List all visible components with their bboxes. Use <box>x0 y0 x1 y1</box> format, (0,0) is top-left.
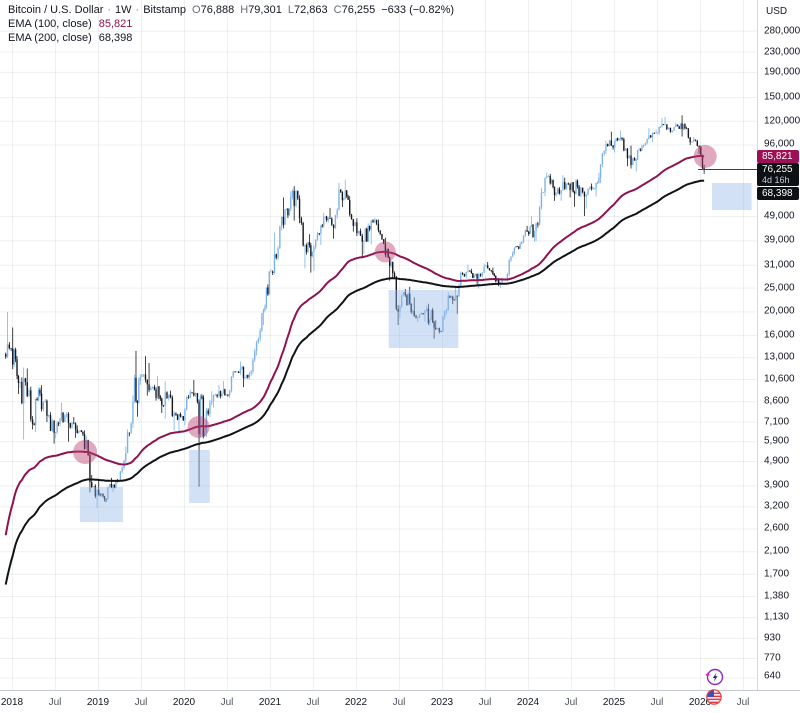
ema200-line[interactable] <box>4 179 705 585</box>
price-axis-label: 770 <box>764 652 781 664</box>
time-axis-month-label: Jul <box>220 697 234 708</box>
time-axis-year-label: 2018 <box>0 697 24 708</box>
price-axis-label: 8,600 <box>764 395 790 407</box>
price-axis-label: 31,000 <box>764 259 795 271</box>
time-axis-year-label: 2026 <box>688 697 712 708</box>
ema200-badge-value: 68,398 <box>762 187 793 199</box>
price-axis-border <box>757 0 758 690</box>
symbol-legend-row[interactable]: Bitcoin / U.S. Dollar · 1W · Bitstamp O76,888… <box>8 4 454 17</box>
exchange-label[interactable]: Bitstamp <box>143 4 187 16</box>
change-value: −633 (−0.82%) <box>381 4 455 16</box>
interval-label[interactable]: 1W <box>115 4 132 16</box>
crossover-circle[interactable] <box>73 439 98 464</box>
time-axis-border <box>0 690 800 691</box>
highlight-box[interactable] <box>388 289 459 349</box>
price-axis-label: 280,000 <box>764 25 800 37</box>
price-axis-label: 1,380 <box>764 590 790 602</box>
grid-layer <box>0 0 757 690</box>
ema100-line[interactable] <box>4 155 705 536</box>
boost-icon[interactable] <box>704 668 724 686</box>
price-axis-label: 640 <box>764 670 781 682</box>
time-axis-month-label: Jul <box>392 697 406 708</box>
price-axis-label: 150,000 <box>764 91 800 103</box>
ema100-value: 85,821 <box>98 18 133 30</box>
ema200-price-badge: 68,398 <box>757 186 799 200</box>
time-axis-month-label: Jul <box>736 697 750 708</box>
time-axis-month-label: Jul <box>134 697 148 708</box>
price-axis-label: 230,000 <box>764 46 800 58</box>
us-flag-icon[interactable] <box>706 689 722 705</box>
price-axis-currency: USD <box>766 6 788 17</box>
price-axis-label: 1,700 <box>764 568 790 580</box>
time-axis-year-label: 2021 <box>258 697 282 708</box>
highlight-box[interactable] <box>189 449 210 503</box>
price-axis-label: 25,000 <box>764 282 795 294</box>
low-value: 72,863 <box>293 4 328 16</box>
high-value: 79,301 <box>248 4 282 16</box>
time-axis-month-label: Jul <box>564 697 578 708</box>
time-axis-year-label: 2025 <box>602 697 626 708</box>
time-axis-month-label: Jul <box>48 697 62 708</box>
ema200-legend-row[interactable]: EMA (200, close) 68,398 <box>8 32 454 45</box>
time-axis[interactable]: 2018 Jul 2019 Jul 2020 Jul 2021 Jul 2022 Jul 2023 J… <box>0 691 757 713</box>
price-axis-label: 930 <box>764 632 781 644</box>
highlight-box[interactable] <box>712 183 752 211</box>
time-axis-year-label: 2020 <box>172 697 196 708</box>
time-axis-year-label: 2024 <box>516 697 540 708</box>
price-axis-label: 2,600 <box>764 522 790 534</box>
price-axis-label: 190,000 <box>764 66 800 78</box>
open-key: O <box>192 4 201 16</box>
highlight-box[interactable] <box>79 487 123 523</box>
price-axis-label: 96,000 <box>764 138 795 150</box>
separator: · <box>107 4 112 16</box>
corner-icons <box>704 668 724 705</box>
price-axis-label: 10,600 <box>764 373 795 385</box>
close-value: 76,255 <box>341 4 376 16</box>
time-axis-month-label: Jul <box>478 697 492 708</box>
price-axis-label: 4,900 <box>764 455 790 467</box>
price-axis-label: 49,000 <box>764 210 795 222</box>
ema100-badge-value: 85,821 <box>762 150 793 162</box>
crossover-circle[interactable] <box>374 241 396 263</box>
price-axis-label: 120,000 <box>764 115 800 127</box>
ema200-label: EMA (200, close) <box>8 32 92 44</box>
last-price-badge: 76,255 4d 16h <box>757 162 799 186</box>
time-axis-month-label: Jul <box>306 697 320 708</box>
price-axis-label: 20,000 <box>764 305 795 317</box>
price-axis-label: 3,900 <box>764 479 790 491</box>
price-axis-label: 1,130 <box>764 611 790 623</box>
price-axis-label: 5,900 <box>764 435 790 447</box>
high-key: H <box>240 4 249 16</box>
price-axis[interactable]: 280,000 230,000 190,000 150,000 120,000 96,00… <box>758 0 800 690</box>
close-key: C <box>333 4 342 16</box>
price-axis-label: 39,000 <box>764 234 795 246</box>
separator: · <box>135 4 140 16</box>
bar-close-countdown: 4d 16h <box>762 174 790 185</box>
price-axis-label: 2,100 <box>764 545 790 557</box>
time-axis-year-label: 2022 <box>344 697 368 708</box>
ema100-label: EMA (100, close) <box>8 18 92 30</box>
chart-legend: Bitcoin / U.S. Dollar · 1W · Bitstamp O76,888… <box>8 4 454 46</box>
crossover-circle[interactable] <box>187 415 210 438</box>
ema100-legend-row[interactable]: EMA (100, close) 85,821 <box>8 18 454 31</box>
ema100-price-badge: 85,821 <box>757 149 799 163</box>
open-value: 76,888 <box>200 4 235 16</box>
last-price-value: 76,255 <box>762 163 793 175</box>
time-axis-year-label: 2023 <box>430 697 454 708</box>
crossover-circle[interactable] <box>693 144 717 168</box>
ema200-value: 68,398 <box>98 32 133 44</box>
price-axis-label: 3,200 <box>764 500 790 512</box>
price-axis-label: 16,000 <box>764 329 795 341</box>
time-axis-year-label: 2019 <box>86 697 110 708</box>
price-axis-label: 7,100 <box>764 416 790 428</box>
symbol-title[interactable]: Bitcoin / U.S. Dollar <box>8 4 104 16</box>
low-key: L <box>287 4 294 16</box>
time-axis-month-label: Jul <box>650 697 664 708</box>
price-axis-label: 13,000 <box>764 351 795 363</box>
